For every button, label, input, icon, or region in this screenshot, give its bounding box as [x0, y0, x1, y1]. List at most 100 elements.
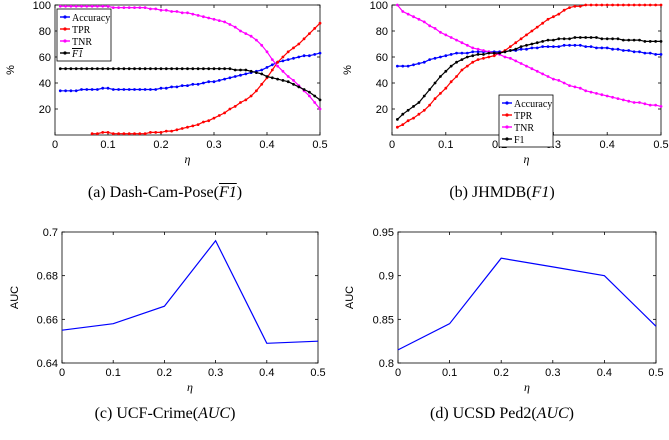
data-point-tpr: [584, 3, 588, 7]
data-point-f1: [191, 67, 195, 71]
y-axis-label: %: [342, 65, 354, 75]
legend-marker: [505, 113, 509, 117]
chart-panel-a: 0 0.1 0.2 0.3 0.4 0.5 20 40 60 80 100 η% Accuracy TPR…: [0, 0, 330, 180]
y-tick-label: 0.7: [43, 227, 58, 239]
data-point-tnr: [212, 17, 216, 21]
data-point-accuracy: [318, 51, 322, 55]
data-point-f1: [482, 53, 485, 56]
data-point-tpr: [605, 3, 609, 7]
data-point-f1: [578, 36, 582, 39]
data-point-f1: [297, 85, 301, 89]
chart-c: 0 0.1 0.2 0.3 0.4 0.5 0.64 0.66 0.68 0.7 η AUC: [9, 227, 326, 394]
data-point-f1: [154, 67, 158, 71]
data-point-accuracy: [175, 85, 179, 89]
y-axis-label: AUC: [344, 286, 356, 309]
x-tick-label: 0.2: [494, 367, 509, 379]
data-point-tnr: [286, 75, 290, 78]
caption-a-prefix: (a) Dash-Cam-Pose(: [87, 184, 219, 201]
data-point-f1: [233, 68, 237, 72]
data-point-accuracy: [202, 81, 205, 85]
data-point-f1: [417, 101, 421, 104]
data-point-tnr: [202, 15, 205, 19]
data-point-accuracy: [308, 54, 311, 58]
caption-d-suffix: ): [568, 405, 574, 422]
data-point-tpr: [406, 119, 410, 123]
data-point-tnr: [611, 95, 614, 99]
data-point-tnr: [395, 3, 399, 7]
data-point-tnr: [412, 15, 415, 19]
y-tick-label: 80: [39, 26, 51, 38]
data-point-tpr: [117, 132, 120, 136]
data-point-tnr: [117, 6, 120, 9]
data-point-tnr: [578, 86, 582, 90]
data-point-accuracy: [422, 60, 426, 64]
data-point-accuracy: [584, 45, 588, 48]
data-point-tpr: [297, 42, 301, 46]
data-point-tpr: [159, 131, 163, 134]
data-point-f1: [659, 40, 663, 43]
data-point-accuracy: [546, 45, 550, 48]
x-tick-label: 0.2: [153, 139, 168, 151]
data-point-tpr: [595, 3, 598, 7]
data-point-f1: [541, 40, 545, 43]
legend-marker: [63, 15, 67, 19]
data-point-accuracy: [589, 45, 593, 48]
data-point-tpr: [557, 12, 561, 16]
series-line-tnr: [396, 4, 662, 107]
data-point-f1: [281, 79, 285, 82]
data-point-accuracy: [244, 72, 248, 76]
data-point-tpr: [223, 111, 227, 115]
x-tick-label: 0.5: [648, 367, 663, 379]
data-point-accuracy: [217, 79, 221, 82]
data-point-f1: [465, 55, 469, 59]
data-point-tnr: [471, 46, 475, 50]
data-point-tpr: [417, 112, 421, 116]
data-point-tpr: [562, 8, 566, 12]
data-point-accuracy: [186, 84, 189, 87]
data-point-tnr: [546, 75, 550, 78]
data-point-accuracy: [80, 88, 83, 91]
x-axis-label: η: [524, 380, 530, 394]
data-point-accuracy: [557, 45, 561, 48]
data-point-accuracy: [465, 51, 469, 55]
legend-label: Accuracy: [72, 13, 110, 24]
data-point-f1: [276, 77, 279, 81]
data-point-accuracy: [638, 50, 641, 54]
data-point-f1: [508, 49, 512, 52]
y-tick-label: 0.8: [379, 358, 394, 370]
data-point-f1: [106, 67, 110, 71]
data-point-f1: [228, 67, 232, 71]
data-point-f1: [535, 41, 539, 45]
data-point-accuracy: [562, 43, 566, 47]
data-point-tpr: [191, 124, 195, 128]
data-point-accuracy: [455, 51, 458, 55]
legend-marker: [505, 101, 509, 105]
data-point-tnr: [58, 4, 62, 8]
legend-label: F1: [71, 49, 83, 60]
data-point-tpr: [401, 123, 405, 126]
x-tick-label: 0: [389, 139, 395, 151]
x-axis-label: η: [524, 152, 530, 166]
data-point-accuracy: [632, 50, 636, 54]
data-point-tpr: [541, 21, 545, 25]
data-point-tnr: [401, 10, 405, 13]
data-point-f1: [196, 67, 200, 71]
y-tick-label: 0.64: [37, 358, 58, 370]
data-point-accuracy: [106, 86, 110, 90]
data-point-tnr: [552, 77, 555, 81]
data-point-tpr: [465, 64, 469, 68]
data-point-tnr: [460, 41, 464, 45]
data-point-f1: [127, 67, 131, 71]
caption-a-suffix: ): [236, 184, 243, 201]
data-point-accuracy: [627, 49, 631, 52]
data-point-tnr: [133, 6, 136, 9]
data-point-tpr: [286, 50, 290, 54]
caption-c-metric: AUC: [198, 405, 231, 422]
data-point-tpr: [530, 29, 534, 33]
data-point-tpr: [611, 3, 614, 7]
legend-marker: [63, 51, 67, 55]
data-point-f1: [80, 67, 83, 71]
caption-b-metric: F1: [531, 184, 550, 201]
data-point-tpr: [600, 3, 604, 7]
